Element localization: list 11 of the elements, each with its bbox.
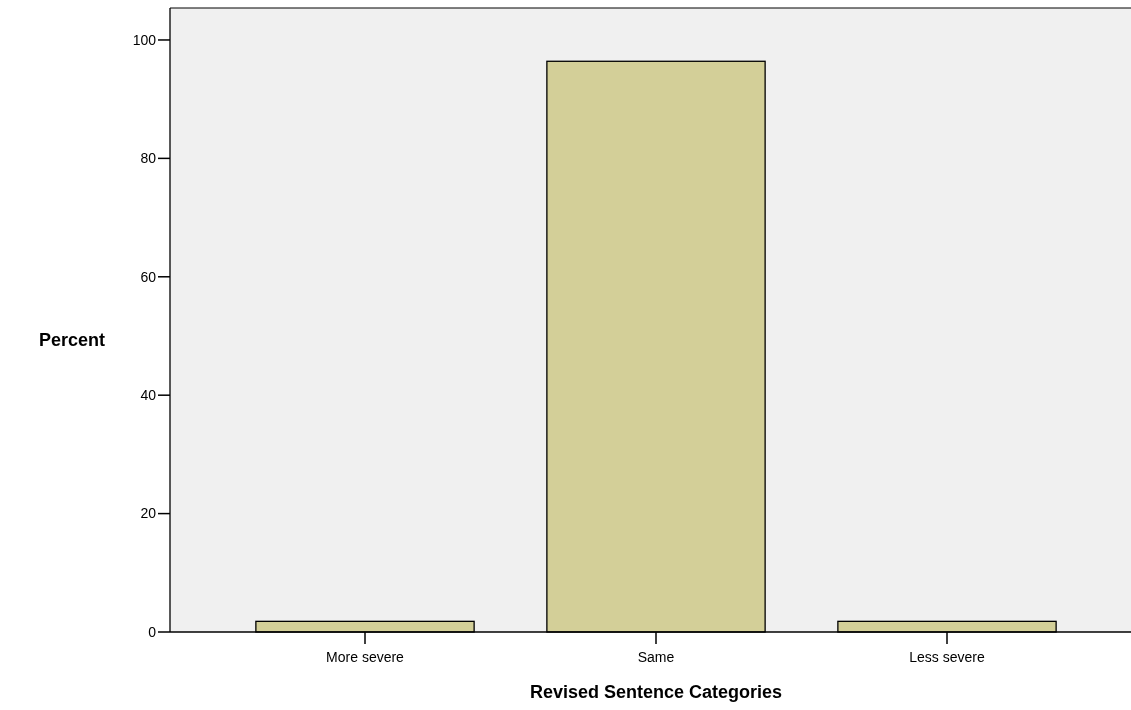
- y-tick-label: 40: [140, 387, 157, 404]
- x-tick-label: More severe: [326, 649, 405, 665]
- y-tick-label: 100: [132, 31, 157, 48]
- y-tick-label: 20: [140, 505, 157, 522]
- x-tick-label: Same: [637, 649, 675, 665]
- x-tick-label: Less severe: [909, 649, 985, 665]
- y-axis-title: Percent: [38, 330, 106, 350]
- y-tick-label: 60: [140, 268, 157, 285]
- x-axis-title: Revised Sentence Categories: [529, 682, 783, 702]
- y-tick-label: 80: [140, 150, 157, 167]
- y-tick-label: 0: [148, 623, 157, 640]
